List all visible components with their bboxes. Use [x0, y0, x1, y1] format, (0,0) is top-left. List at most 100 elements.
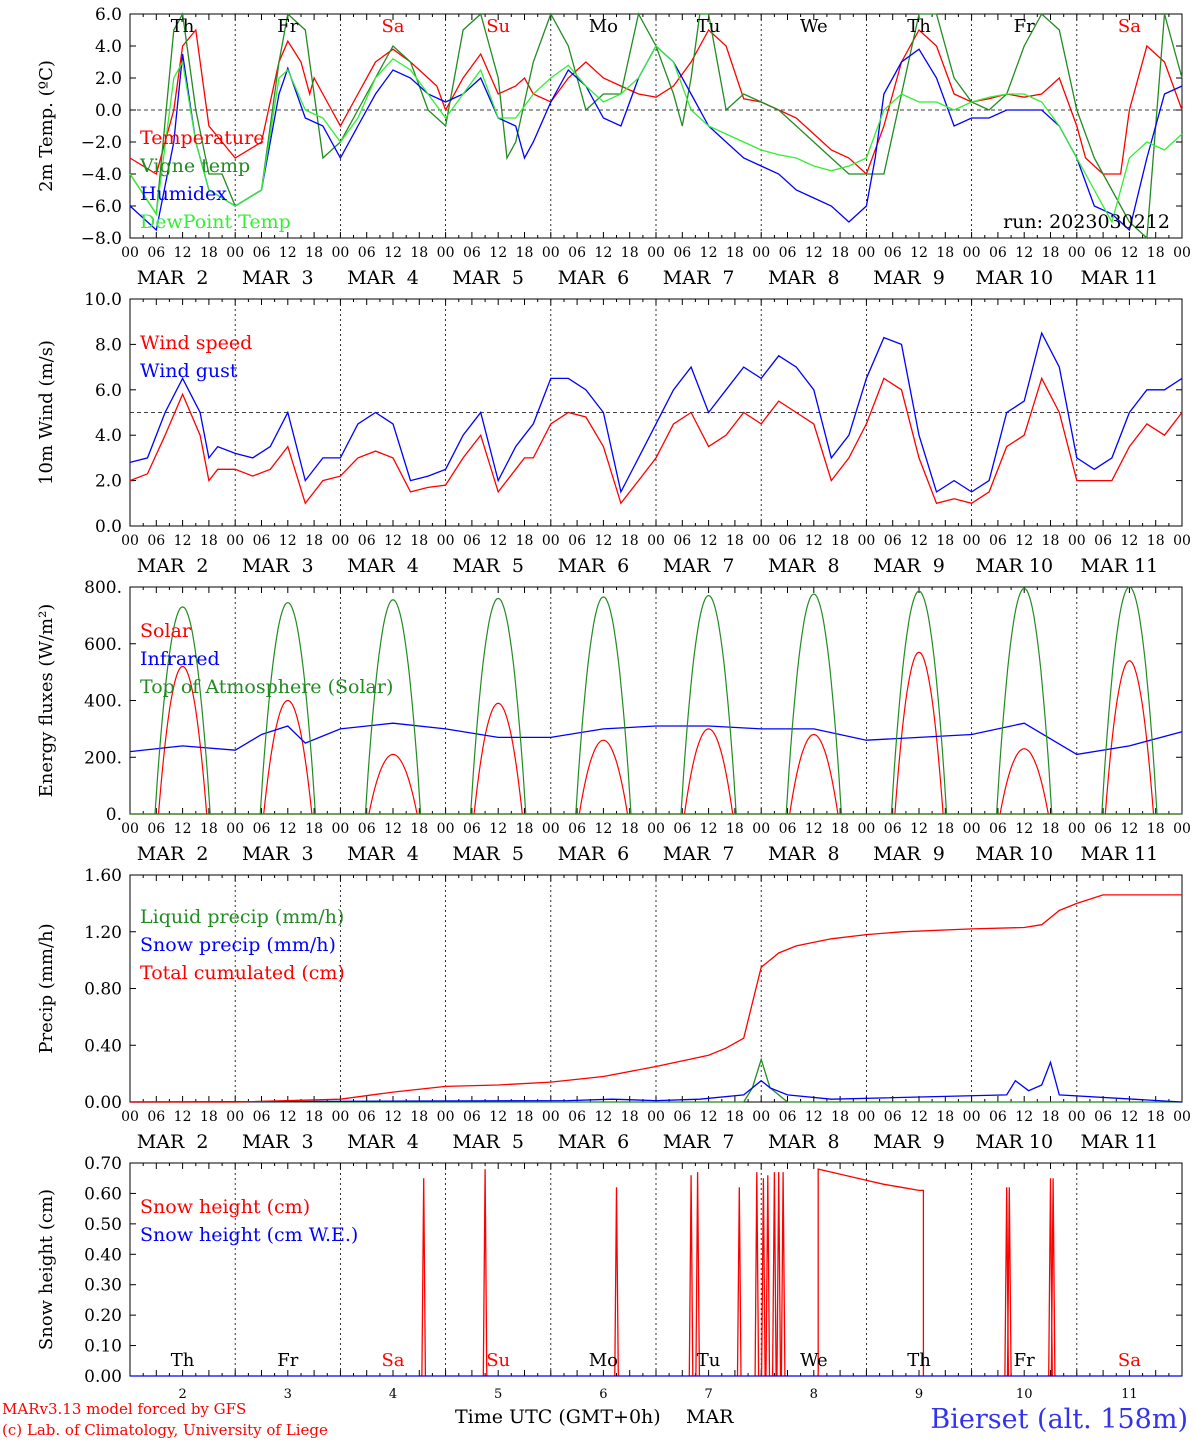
weekday-label: Mo	[589, 16, 618, 37]
x-day-label: MAR 2	[137, 267, 209, 289]
weekday-label: We	[800, 1350, 828, 1371]
series-line-liquid-precip-mm-h	[130, 1057, 1182, 1103]
y-tick-label: 4.0	[95, 426, 122, 446]
x-hour-label: 18	[305, 1109, 323, 1125]
series-line-solar	[368, 753, 418, 815]
y-tick-label: 6.0	[95, 5, 122, 25]
x-hour-label: 00	[226, 821, 244, 837]
y-tick-label: 6.0	[95, 381, 122, 401]
x-day-label: MAR 10	[975, 843, 1053, 865]
x-hour-label: 00	[331, 245, 349, 261]
footer-layer: MARv3.13 model forced by GFS (c) Lab. of…	[2, 1400, 1188, 1439]
x-hour-label: 12	[1120, 245, 1138, 261]
series-line-humidex	[129, 44, 1183, 232]
chart-panel-1: 6.0 4.0 2.0 0.0 −2.0 −4.0 −6.0 −8.0 2m Temp. (ºC…	[36, 5, 1191, 289]
series-line-snow-height-cm-spike	[765, 1175, 771, 1377]
x-hour-label: 00	[121, 821, 139, 837]
series-line-wind-gust	[129, 331, 1183, 494]
x-hour-label: 00	[1068, 1109, 1086, 1125]
x-hour-label: 00	[647, 533, 665, 549]
x-day-label: MAR 3	[242, 267, 314, 289]
x-hour-label: 00	[226, 1109, 244, 1125]
x-day-label: MAR 8	[768, 1131, 840, 1153]
x-day-number: 2	[178, 1387, 186, 1402]
x-hour-label: 12	[489, 1109, 507, 1125]
x-hour-label: 00	[121, 245, 139, 261]
x-hour-label: 00	[437, 821, 455, 837]
x-hour-label: 12	[594, 821, 612, 837]
x-hour-label: 18	[621, 533, 639, 549]
x-hour-label: 18	[621, 821, 639, 837]
series-line-solar	[1104, 660, 1155, 815]
y-tick-label: 2.0	[95, 472, 122, 492]
x-hour-label: 06	[568, 1109, 586, 1125]
y-tick-label: 1.20	[84, 923, 122, 943]
x-hour-label: 06	[568, 821, 586, 837]
x-hour-label: 18	[726, 245, 744, 261]
x-hour-label: 06	[989, 245, 1007, 261]
x-hour-label: 18	[1042, 533, 1060, 549]
series-line-snow-height-cm-spike	[754, 1172, 760, 1377]
weekday-label: Fr	[1014, 16, 1035, 37]
x-day-number: 4	[389, 1387, 397, 1402]
x-hour-label: 00	[1173, 821, 1191, 837]
x-hour-label: 06	[358, 821, 376, 837]
series-line-infrared	[129, 722, 1183, 756]
legend-entry: Humidex	[140, 183, 227, 205]
x-day-label: MAR 9	[873, 843, 945, 865]
x-hour-label: 12	[910, 821, 928, 837]
weekday-label: Th	[171, 1350, 195, 1371]
x-hour-label: 00	[857, 245, 875, 261]
x-hour-label: 18	[410, 1109, 428, 1125]
x-hour-label: 06	[779, 533, 797, 549]
x-hour-label: 06	[463, 821, 481, 837]
weekday-label: Sa	[1118, 16, 1141, 37]
x-hour-label: 12	[700, 533, 718, 549]
x-hour-label: 12	[489, 533, 507, 549]
x-hour-label: 18	[726, 533, 744, 549]
x-hour-label: 06	[884, 821, 902, 837]
weekday-label: Fr	[1014, 1350, 1035, 1371]
x-day-label: MAR 6	[558, 843, 630, 865]
x-day-label: MAR 4	[347, 267, 419, 289]
x-hour-label: 12	[700, 245, 718, 261]
x-day-number: 10	[1016, 1387, 1033, 1402]
x-hour-label: 12	[700, 821, 718, 837]
x-hour-label: 18	[1147, 533, 1165, 549]
series-line-top-of-atmosphere-solar	[996, 587, 1053, 815]
x-hour-label: 00	[1173, 533, 1191, 549]
x-hour-label: 18	[305, 245, 323, 261]
x-hour-label: 18	[831, 533, 849, 549]
x-hour-label: 12	[594, 533, 612, 549]
x-hour-label: 06	[1094, 1109, 1112, 1125]
x-day-label: MAR 8	[768, 267, 840, 289]
x-hour-label: 00	[1068, 821, 1086, 837]
x-hour-label: 00	[542, 821, 560, 837]
series-line-solar	[683, 728, 734, 815]
x-hour-label: 00	[331, 1109, 349, 1125]
x-axis-title: Time UTC (GMT+0h)	[455, 1406, 661, 1428]
x-day-label: MAR 7	[663, 267, 735, 289]
x-hour-label: 06	[463, 245, 481, 261]
x-day-label: MAR 7	[663, 843, 735, 865]
x-hour-label: 06	[1094, 821, 1112, 837]
x-hour-label: 06	[253, 1109, 271, 1125]
series-line-top-of-atmosphere-solar	[364, 599, 422, 815]
legend-entry: Snow precip (mm/h)	[140, 934, 336, 956]
x-hour-label: 00	[121, 533, 139, 549]
x-day-label: MAR 11	[1081, 555, 1159, 577]
x-hour-label: 12	[700, 1109, 718, 1125]
x-hour-label: 18	[1147, 1109, 1165, 1125]
x-hour-label: 06	[568, 245, 586, 261]
x-hour-label: 12	[805, 533, 823, 549]
x-day-number: 6	[599, 1387, 607, 1402]
x-day-label: MAR 6	[558, 267, 630, 289]
x-hour-label: 18	[621, 1109, 639, 1125]
y-axis-label: Snow height (cm)	[36, 1189, 57, 1350]
x-hour-label: 00	[647, 245, 665, 261]
x-day-label: MAR 6	[558, 1131, 630, 1153]
x-day-label: MAR 6	[558, 555, 630, 577]
x-hour-label: 06	[463, 1109, 481, 1125]
x-hour-label: 00	[647, 1109, 665, 1125]
weekday-label: We	[800, 16, 828, 37]
